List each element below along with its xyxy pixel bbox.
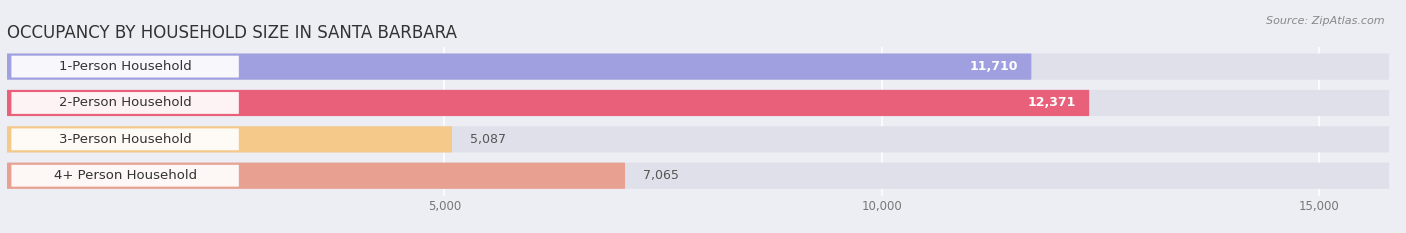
Text: 4+ Person Household: 4+ Person Household — [53, 169, 197, 182]
FancyBboxPatch shape — [11, 56, 239, 78]
Text: 5,087: 5,087 — [470, 133, 506, 146]
Text: 3-Person Household: 3-Person Household — [59, 133, 191, 146]
Text: 11,710: 11,710 — [970, 60, 1018, 73]
FancyBboxPatch shape — [7, 90, 1090, 116]
Text: 2-Person Household: 2-Person Household — [59, 96, 191, 110]
FancyBboxPatch shape — [11, 165, 239, 187]
FancyBboxPatch shape — [7, 90, 1389, 116]
FancyBboxPatch shape — [7, 54, 1032, 80]
FancyBboxPatch shape — [7, 126, 1389, 152]
Text: 1-Person Household: 1-Person Household — [59, 60, 191, 73]
FancyBboxPatch shape — [11, 92, 239, 114]
Text: 7,065: 7,065 — [643, 169, 679, 182]
Text: 12,371: 12,371 — [1028, 96, 1076, 110]
FancyBboxPatch shape — [11, 128, 239, 150]
FancyBboxPatch shape — [7, 54, 1389, 80]
FancyBboxPatch shape — [7, 126, 451, 152]
FancyBboxPatch shape — [7, 163, 626, 189]
FancyBboxPatch shape — [7, 163, 1389, 189]
Text: OCCUPANCY BY HOUSEHOLD SIZE IN SANTA BARBARA: OCCUPANCY BY HOUSEHOLD SIZE IN SANTA BAR… — [7, 24, 457, 42]
Text: Source: ZipAtlas.com: Source: ZipAtlas.com — [1267, 16, 1385, 26]
